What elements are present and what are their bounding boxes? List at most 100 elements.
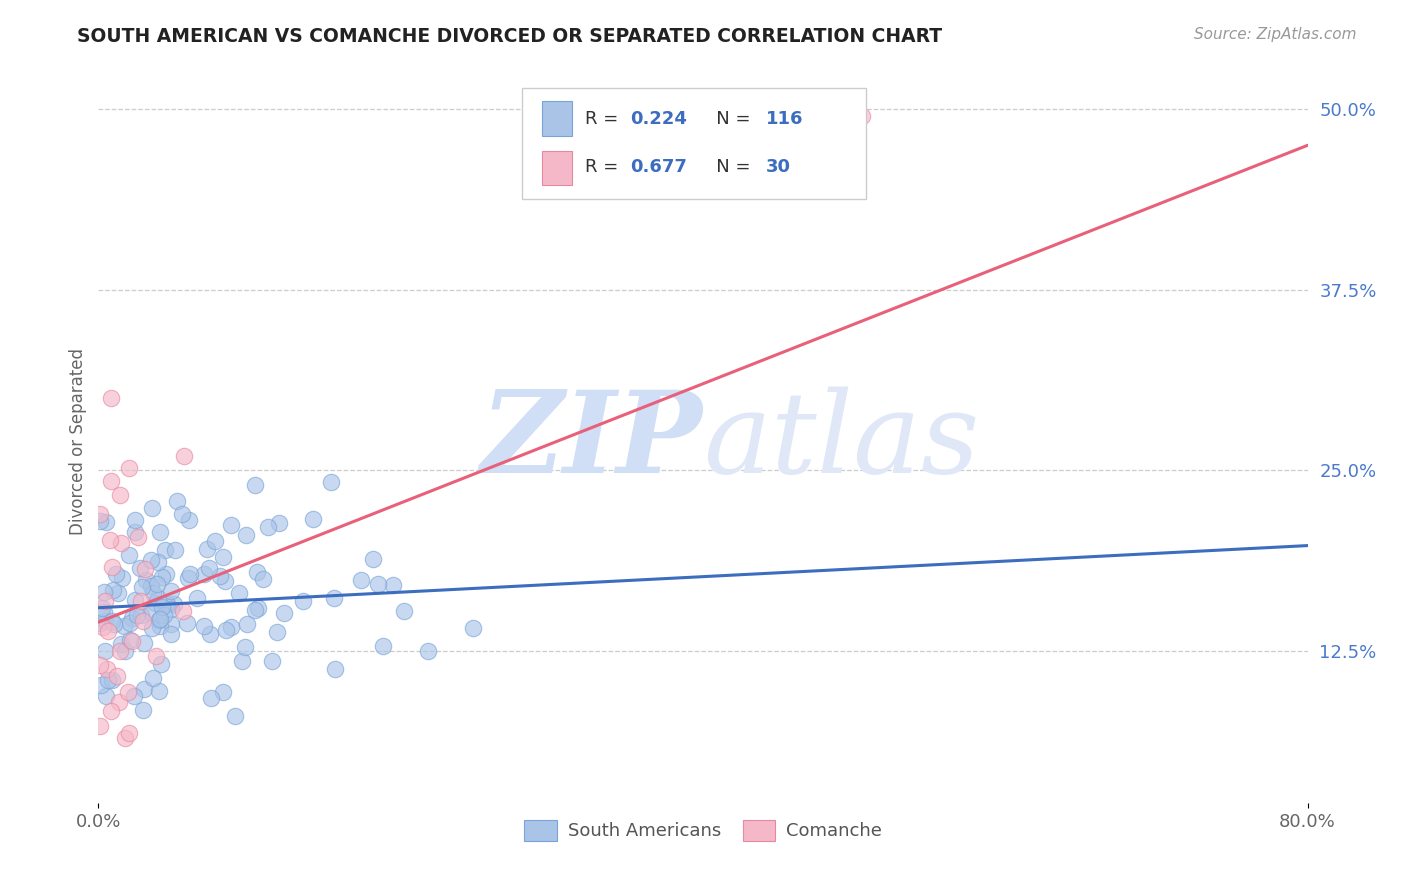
FancyBboxPatch shape [543,102,572,136]
Point [246,565,269,579]
Point [110,535,132,549]
Point [127,529,149,543]
Point [382,578,405,592]
Point [122,689,145,703]
Point [292,594,315,608]
Point [160,584,183,599]
Point [110,488,132,502]
Point [173,449,195,463]
Point [91,601,114,615]
Point [215,623,238,637]
Point [129,594,152,608]
Point [93,620,115,634]
Point [266,625,288,640]
Point [101,583,124,598]
FancyBboxPatch shape [543,151,572,186]
Point [94,644,117,658]
Point [150,657,173,672]
Point [121,611,143,625]
Point [132,614,155,628]
Point [228,585,250,599]
Point [172,604,194,618]
Point [105,566,128,581]
Point [243,478,266,492]
Point [166,494,188,508]
Point [101,560,124,574]
Point [101,615,124,629]
Point [363,552,385,566]
Point [100,705,122,719]
Point [160,617,183,632]
Point [101,673,124,688]
Point [132,636,155,650]
Point [124,513,146,527]
Point [416,644,439,658]
Point [235,527,257,541]
Point [145,649,167,664]
Point [204,534,226,549]
Point [112,619,135,633]
Point [177,572,200,586]
Point [139,579,162,593]
Point [208,569,231,583]
Point [148,524,170,539]
Point [114,644,136,658]
Point [273,607,295,621]
Point [160,601,183,615]
Point [135,573,157,587]
Text: ZIP: ZIP [481,386,703,497]
Point [96,515,118,529]
Point [233,640,256,654]
Point [117,685,139,699]
Point [177,513,200,527]
Point [132,703,155,717]
Point [142,671,165,685]
Point [323,591,346,605]
Point [198,561,221,575]
Text: R =: R = [585,158,623,176]
Text: 0.677: 0.677 [630,158,688,176]
Point [256,520,278,534]
Point [125,608,148,623]
Point [111,571,134,585]
Point [252,573,274,587]
Point [93,585,115,599]
Point [146,576,169,591]
Point [160,627,183,641]
Text: N =: N = [699,111,756,128]
Point [89,616,111,631]
Point [195,542,218,557]
Point [107,586,129,600]
Point [193,619,215,633]
Point [146,591,169,606]
Point [214,574,236,588]
Point [851,109,873,123]
Point [114,731,136,745]
Point [150,600,173,615]
Point [89,719,111,733]
Point [212,685,235,699]
Point [163,597,186,611]
Point [103,617,125,632]
Point [156,597,179,611]
Point [260,654,283,668]
Point [134,681,156,696]
Point [170,507,193,521]
Y-axis label: Divorced or Separated: Divorced or Separated [69,348,87,535]
Point [124,593,146,607]
Point [110,644,132,658]
Point [98,533,121,547]
Point [200,691,222,706]
Point [148,612,170,626]
Text: Source: ZipAtlas.com: Source: ZipAtlas.com [1194,27,1357,42]
Point [221,517,243,532]
Text: R =: R = [585,111,623,128]
Point [219,620,242,634]
Point [155,566,177,581]
Point [134,562,156,576]
Point [198,626,221,640]
Point [153,543,176,558]
Point [211,550,233,565]
Point [128,561,150,575]
Point [110,637,132,651]
